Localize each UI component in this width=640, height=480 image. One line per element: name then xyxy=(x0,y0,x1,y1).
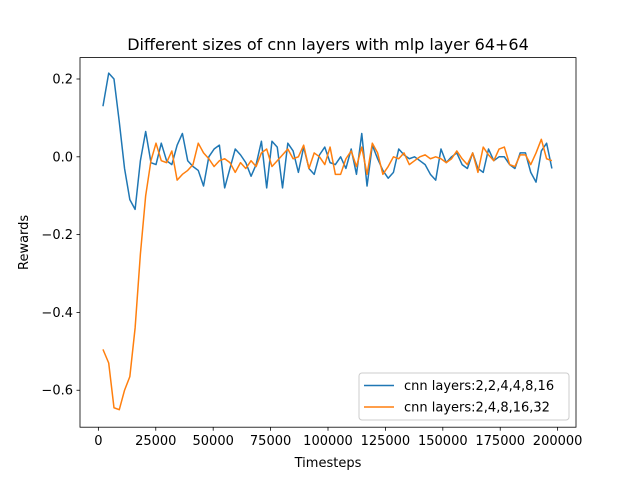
y-tick-label: 0.2 xyxy=(52,72,73,87)
x-tick-label: 175000 xyxy=(475,434,525,449)
legend: cnn layers:2,2,4,4,8,16 cnn layers:2,4,8… xyxy=(358,372,570,421)
series-layer xyxy=(102,72,553,411)
x-tick-label: 125000 xyxy=(361,434,411,449)
x-tick-label: 200000 xyxy=(533,434,583,449)
series-line-2 xyxy=(102,138,553,411)
x-tick-label: 150000 xyxy=(418,434,468,449)
y-axis-ticks: 0.2 0.0 −0.2 −0.4 −0.6 xyxy=(41,72,80,399)
chart-title: Different sizes of cnn layers with mlp l… xyxy=(127,35,529,54)
legend-label-series-2: cnn layers:2,4,8,16,32 xyxy=(404,401,550,416)
x-tick-label: 25000 xyxy=(135,434,176,449)
y-axis-label: Rewards xyxy=(17,215,32,270)
legend-label-series-1: cnn layers:2,2,4,4,8,16 xyxy=(404,379,554,394)
x-axis-label: Timesteps xyxy=(294,456,362,471)
y-tick-label: −0.2 xyxy=(41,228,73,243)
y-tick-label: 0.0 xyxy=(52,150,73,165)
x-tick-label: 100000 xyxy=(303,434,353,449)
y-tick-label: −0.4 xyxy=(41,306,73,321)
legend-box xyxy=(358,372,570,421)
plot-area xyxy=(80,57,576,428)
x-axis-ticks: 0 25000 50000 75000 100000 125000 150000 175000… xyxy=(94,427,582,449)
x-tick-label: 0 xyxy=(94,434,102,449)
y-tick-label: −0.6 xyxy=(41,384,73,399)
x-tick-label: 50000 xyxy=(193,434,234,449)
x-tick-label: 75000 xyxy=(250,434,291,449)
